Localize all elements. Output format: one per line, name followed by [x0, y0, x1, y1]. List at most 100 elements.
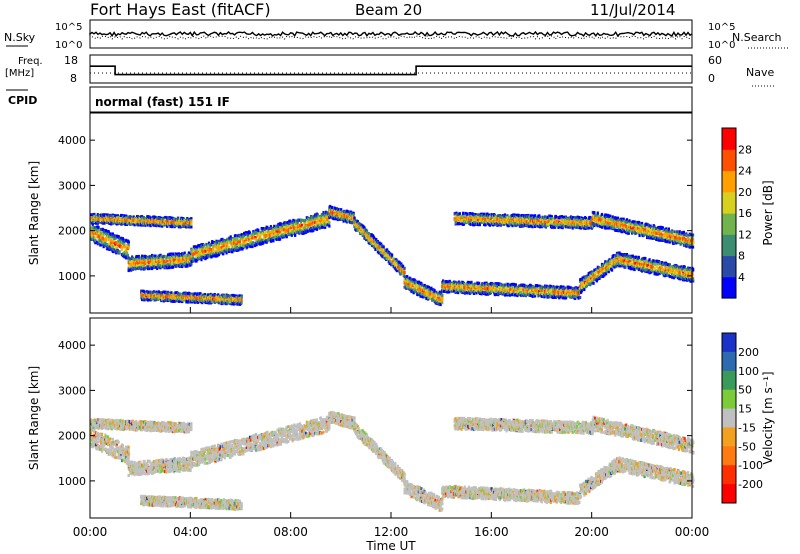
- data-pixel: [126, 251, 129, 255]
- data-pixel: [180, 261, 183, 265]
- data-pixel: [257, 242, 260, 246]
- data-pixel: [441, 285, 444, 288]
- data-pixel: [205, 242, 208, 246]
- data-pixel: [211, 241, 214, 244]
- data-pixel: [200, 258, 203, 262]
- data-pixel: [268, 227, 271, 231]
- data-pixel: [141, 254, 144, 258]
- data-pixel: [127, 268, 130, 272]
- data-pixel: [106, 247, 109, 251]
- data-pixel: [418, 292, 421, 296]
- data-pixel: [127, 245, 130, 249]
- data-pixel: [92, 231, 95, 235]
- data-pixel: [423, 295, 426, 299]
- data-pixel: [179, 264, 182, 268]
- data-pixel: [422, 290, 425, 294]
- data-pixel: [133, 257, 136, 261]
- nave-tick-low: 0: [708, 72, 715, 85]
- data-pixel: [246, 237, 249, 241]
- data-pixel: [352, 213, 355, 217]
- data-pixel: [95, 231, 99, 235]
- data-pixel: [274, 227, 277, 231]
- cpid-label: CPID: [8, 94, 37, 107]
- data-pixel: [432, 291, 435, 295]
- data-pixel: [233, 238, 236, 242]
- data-pixel: [216, 254, 219, 258]
- data-pixel: [352, 211, 355, 215]
- data-pixel: [473, 286, 476, 290]
- data-pixel: [183, 251, 186, 255]
- data-pixel: [257, 228, 260, 232]
- data-pixel: [123, 255, 126, 259]
- nsearch-tick-high: 10^5: [708, 22, 735, 33]
- data-pixel: [228, 250, 231, 253]
- data-pixel: [127, 240, 130, 244]
- data-pixel: [152, 259, 155, 263]
- data-pixel: [320, 225, 323, 229]
- data-pixel: [323, 220, 326, 224]
- data-pixel: [439, 303, 442, 307]
- data-pixel: [421, 295, 425, 299]
- data-pixel: [110, 238, 113, 242]
- data-pixel: [212, 248, 215, 252]
- data-pixel: [247, 232, 250, 236]
- data-pixel: [129, 260, 132, 264]
- data-pixel: [238, 245, 241, 249]
- data-pixel: [225, 251, 228, 255]
- data-pixel: [435, 290, 438, 294]
- data-pixel: [141, 262, 144, 265]
- data-pixel: [195, 251, 198, 255]
- data-pixel: [119, 243, 122, 247]
- data-pixel: [299, 226, 302, 230]
- data-pixel: [409, 282, 412, 286]
- beam-title: Beam 20: [355, 1, 422, 19]
- data-pixel: [289, 226, 292, 230]
- data-pixel: [289, 232, 292, 236]
- data-pixel: [226, 242, 229, 246]
- data-pixel: [192, 257, 195, 261]
- data-pixel: [118, 251, 121, 254]
- data-pixel: [168, 258, 171, 262]
- data-pixel: [258, 233, 261, 237]
- data-pixel: [293, 227, 296, 231]
- data-pixel: [118, 237, 121, 241]
- data-pixel: [472, 285, 475, 289]
- data-pixel: [401, 264, 405, 268]
- data-pixel: [466, 291, 469, 295]
- data-pixel: [369, 238, 372, 242]
- data-pixel: [169, 256, 172, 260]
- data-pixel: [279, 228, 282, 232]
- data-pixel: [293, 221, 296, 225]
- data-pixel: [433, 293, 436, 297]
- data-pixel: [468, 283, 471, 287]
- data-pixel: [441, 296, 444, 300]
- data-pixel: [432, 294, 435, 298]
- data-pixel: [330, 205, 333, 209]
- data-pixel: [272, 238, 275, 242]
- data-pixel: [181, 265, 184, 269]
- data-pixel: [105, 229, 108, 233]
- data-pixel: [155, 260, 158, 264]
- data-pixel: [256, 234, 259, 238]
- data-pixel: [287, 225, 290, 229]
- data-pixel: [139, 263, 142, 267]
- data-pixel: [120, 248, 124, 252]
- nsearch-label: N.Search: [732, 31, 782, 44]
- data-pixel: [137, 254, 140, 258]
- data-pixel: [316, 213, 319, 217]
- data-pixel: [100, 243, 104, 247]
- data-pixel: [94, 241, 97, 245]
- data-pixel: [329, 204, 332, 208]
- data-pixel: [610, 268, 614, 272]
- data-pixel: [221, 243, 224, 246]
- data-pixel: [411, 280, 415, 284]
- data-pixel: [124, 245, 127, 249]
- data-pixel: [254, 237, 257, 241]
- data-pixel: [325, 221, 328, 225]
- data-pixel: [462, 211, 465, 215]
- data-pixel: [325, 213, 328, 217]
- data-pixel: [244, 231, 247, 235]
- data-pixel: [155, 262, 158, 266]
- data-pixel: [592, 281, 595, 285]
- data-pixel: [304, 219, 307, 222]
